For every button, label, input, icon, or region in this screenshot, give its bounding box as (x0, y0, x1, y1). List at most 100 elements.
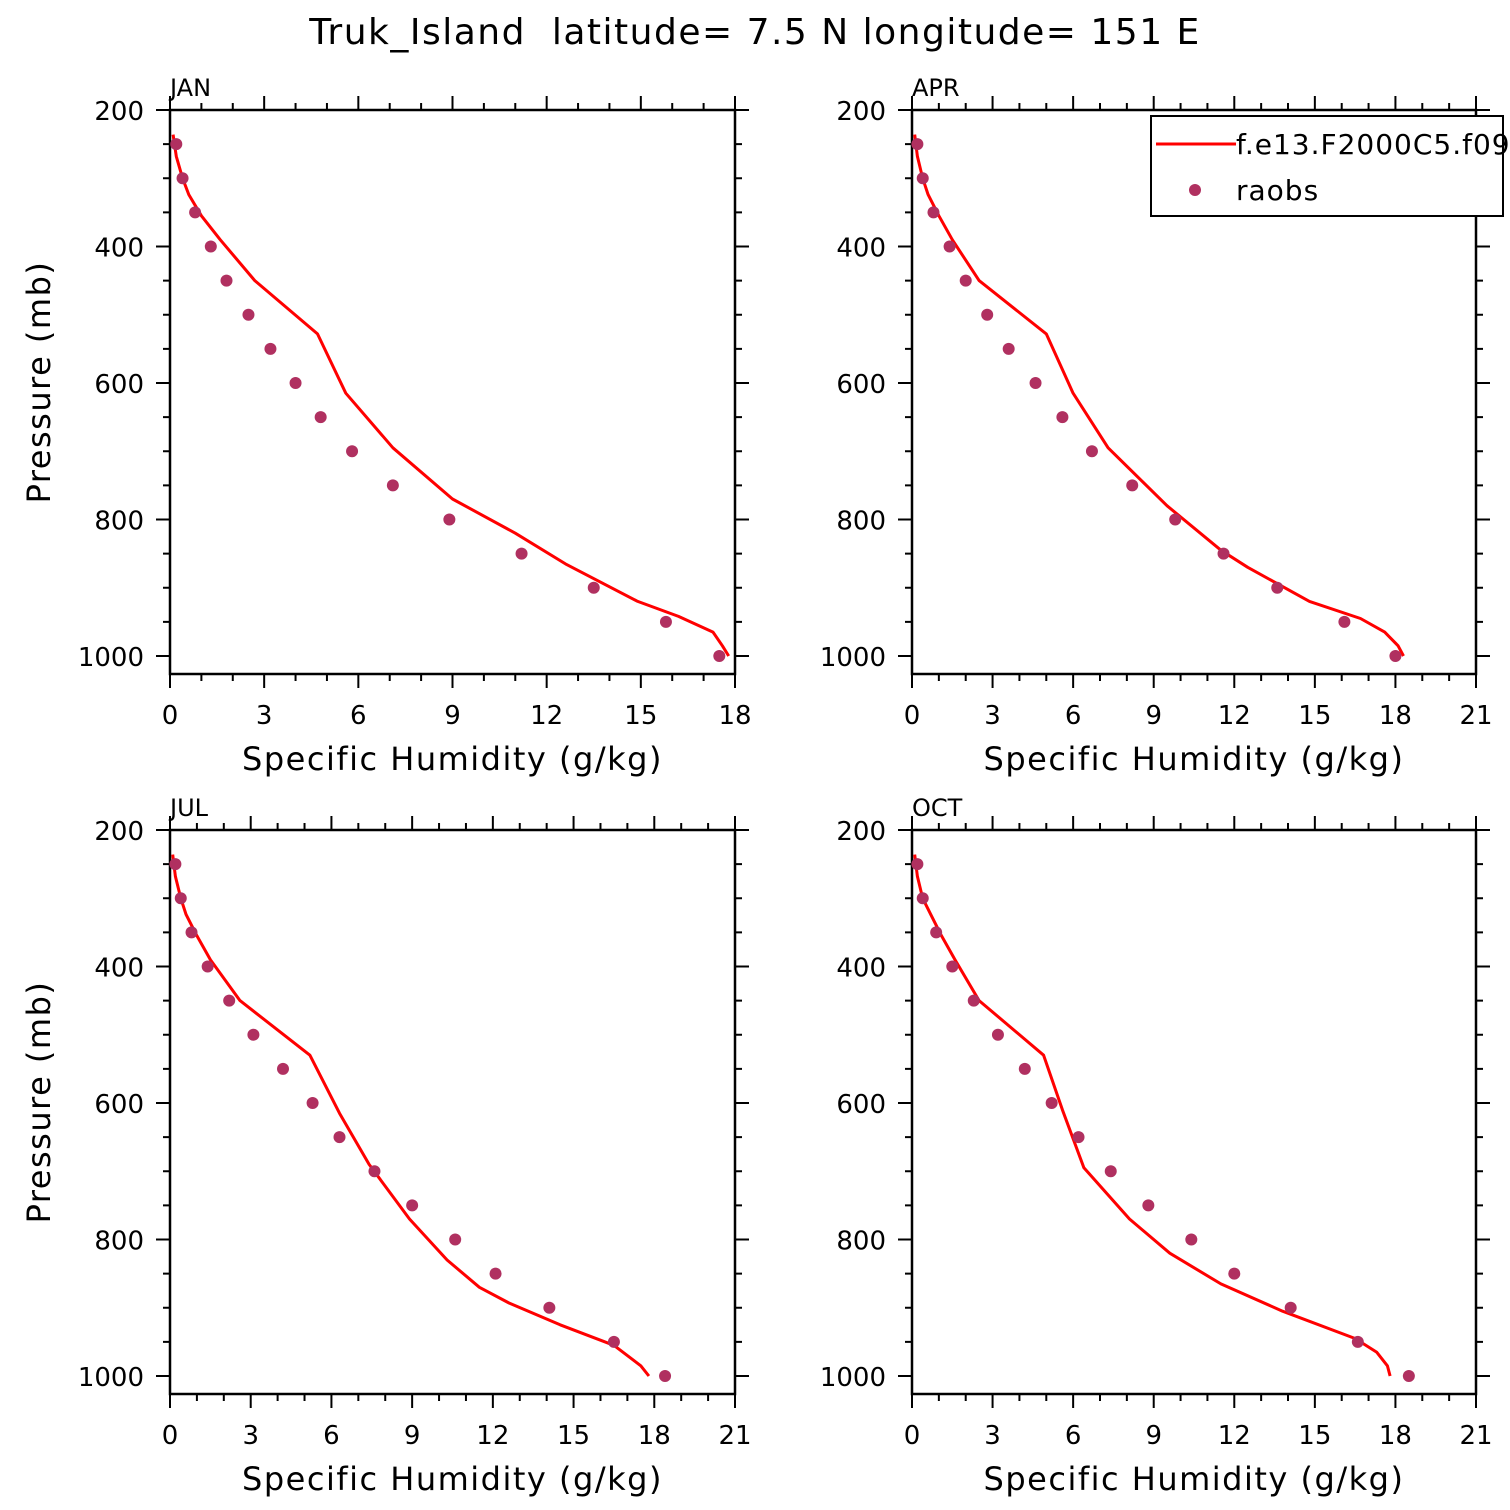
raobs-point (659, 615, 672, 628)
raobs-point (1072, 1131, 1085, 1144)
panel-label: JUL (168, 794, 209, 822)
plot-frame (910, 828, 1478, 1396)
x-axis-label: Specific Humidity (g/kg) (984, 1460, 1405, 1498)
x-tick-label: 6 (350, 701, 367, 731)
raobs-point (368, 1165, 381, 1178)
x-tick-label: 6 (1065, 701, 1082, 731)
raobs-point (314, 411, 327, 424)
x-tick-label: 0 (904, 1421, 921, 1451)
x-tick-label: 6 (1065, 1421, 1082, 1451)
raobs-point (1056, 411, 1069, 424)
y-tick-label: 200 (836, 97, 886, 127)
raobs-point (174, 892, 187, 905)
y-tick-label: 800 (836, 507, 886, 537)
x-tick-label: 12 (1218, 1421, 1251, 1451)
figure-title: Truk_Island latitude= 7.5 N longitude= 1… (309, 12, 1201, 53)
panel-oct: 0 3 6 9 12 15 18 21 200 400 600 800 1000 OCT Specific … (820, 794, 1493, 1498)
raobs-point (911, 138, 924, 151)
y-tick-label: 600 (94, 1090, 144, 1120)
x-tick-label: 9 (1145, 701, 1162, 731)
raobs-point (277, 1062, 289, 1075)
x-tick-label: 21 (718, 1421, 751, 1451)
raobs-point (169, 858, 182, 871)
raobs-point (333, 1131, 346, 1144)
raobs-point (185, 926, 198, 939)
raobs-point (346, 445, 359, 458)
x-tick-label: 21 (1459, 701, 1492, 731)
raobs-point (1104, 1165, 1117, 1178)
y-tick-label: 1000 (820, 643, 886, 673)
raobs-point (247, 1028, 260, 1041)
y-axis-label: Pressure (mb) (20, 981, 58, 1224)
panel-label: JAN (168, 74, 211, 102)
legend-box (1150, 115, 1504, 217)
raobs-point (1002, 342, 1015, 355)
y-tick-label: 800 (94, 1227, 144, 1257)
raobs-point (406, 1199, 419, 1212)
x-tick-label: 21 (1459, 1421, 1492, 1451)
x-tick-label: 18 (718, 701, 751, 731)
y-tick-label: 800 (94, 507, 144, 537)
raobs-point (587, 581, 600, 594)
raobs-point (204, 240, 217, 253)
y-tick-label: 600 (836, 1090, 886, 1120)
x-tick-label: 18 (1379, 1421, 1412, 1451)
raobs-point (1029, 377, 1042, 389)
raobs-point (189, 206, 202, 219)
plot-frame (168, 828, 737, 1396)
raobs-point (981, 308, 994, 321)
x-axis-label: Specific Humidity (g/kg) (242, 740, 663, 778)
x-tick-label: 3 (984, 1421, 1001, 1451)
raobs-point (713, 650, 726, 662)
legend-entry-model: f.e13.F2000C5.f09 (1236, 128, 1510, 161)
raobs-point (264, 342, 277, 355)
raobs-point (1389, 650, 1402, 662)
model-profile-line (171, 854, 651, 1377)
x-tick-label: 0 (162, 1421, 179, 1451)
raobs-point (1271, 581, 1284, 594)
y-tick-label: 800 (836, 1227, 886, 1257)
model-profile-line (171, 134, 730, 657)
raobs-point (943, 240, 956, 253)
x-tick-label: 15 (557, 1421, 590, 1451)
x-tick-label: 3 (256, 701, 273, 731)
x-tick-label: 15 (1298, 701, 1331, 731)
raobs-point (946, 960, 959, 973)
raobs-point (170, 138, 183, 151)
raobs-point (386, 479, 399, 492)
raobs-point (1402, 1370, 1415, 1382)
raobs-point (289, 377, 302, 389)
plot-frame (168, 108, 737, 676)
y-tick-label: 1000 (78, 643, 144, 673)
raobs-point (927, 206, 940, 219)
x-tick-label: 9 (404, 1421, 421, 1451)
x-tick-label: 12 (1218, 701, 1251, 731)
raobs-point (489, 1267, 502, 1280)
raobs-point (659, 1370, 672, 1382)
raobs-point (1338, 615, 1351, 628)
raobs-point (220, 274, 233, 287)
y-tick-label: 1000 (820, 1363, 886, 1393)
raobs-point (1126, 479, 1139, 492)
raobs-point (916, 892, 929, 905)
legend-marker-swatch (1189, 184, 1201, 196)
raobs-point (201, 960, 214, 973)
legend: f.e13.F2000C5.f09 raobs (1150, 115, 1510, 217)
y-tick-label: 1000 (78, 1363, 144, 1393)
raobs-point (959, 274, 972, 287)
raobs-point (223, 994, 236, 1007)
raobs-point (991, 1028, 1004, 1041)
x-tick-label: 12 (530, 701, 563, 731)
panel-label: OCT (912, 794, 963, 822)
model-profile-line (913, 134, 1405, 657)
raobs-point (1142, 1199, 1155, 1212)
legend-entry-raobs: raobs (1236, 174, 1319, 207)
x-tick-label: 18 (638, 1421, 671, 1451)
y-tick-label: 600 (836, 370, 886, 400)
x-axis-label: Specific Humidity (g/kg) (984, 740, 1405, 778)
x-tick-label: 15 (624, 701, 657, 731)
panel-label: APR (912, 74, 960, 102)
raobs-point (1169, 513, 1182, 526)
y-tick-label: 200 (836, 817, 886, 847)
